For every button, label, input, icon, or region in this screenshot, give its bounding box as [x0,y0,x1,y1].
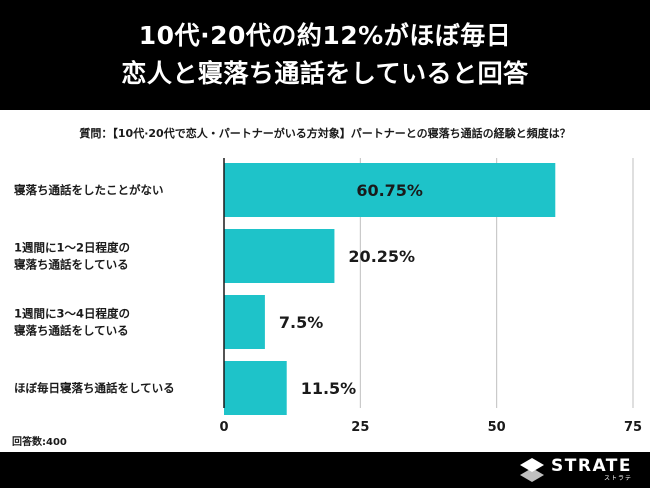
x-tick-label-0: 0 [219,420,228,435]
x-tick-label-50: 50 [488,420,506,435]
brand-name: STRATE [551,455,632,476]
value-label-1: 60.75% [356,181,423,200]
value-label-3: 7.5% [279,313,323,332]
category-label-3: 1週間に3〜4日程度の寝落ち通話をしている [14,307,130,338]
survey-question: 質問：【10代·20代で恋人・パートナーがいる方対象】パートナーとの寝落ち通話の… [79,127,571,140]
bar-1 [224,163,556,217]
value-label-4: 11.5% [301,379,357,398]
footer-bar: STRATE ストラテ [0,452,650,488]
bar-3 [224,295,265,349]
brand-logo: STRATE ストラテ [519,456,632,484]
strate-logo-icon [520,458,545,482]
header-banner: 10代·20代の約12%がほぼ毎日 恋人と寝落ち通話をしていると回答 [0,0,650,110]
bar-chart: 60.75% 寝落ち通話をしたことがない 20.25% 1週間に1〜2日程度の寝落ち通… [14,158,642,435]
value-label-2: 20.25% [348,247,415,266]
x-tick-label-25: 25 [351,420,369,435]
respondent-count: 回答数:400 [12,437,67,448]
category-label-4: ほぼ毎日寝落ち通話をしている [14,381,175,395]
headline-line-1: 10代·20代の約12%がほぼ毎日 [138,21,512,50]
bar-2 [224,229,335,283]
category-label-2: 1週間に1〜2日程度の寝落ち通話をしている [14,241,130,272]
brand-subname: ストラテ [603,474,632,482]
x-tick-label-75: 75 [624,420,642,435]
category-label-1: 寝落ち通話をしたことがない [14,183,164,197]
bar-4 [224,361,287,415]
headline-line-2: 恋人と寝落ち通話をしていると回答 [121,59,529,88]
